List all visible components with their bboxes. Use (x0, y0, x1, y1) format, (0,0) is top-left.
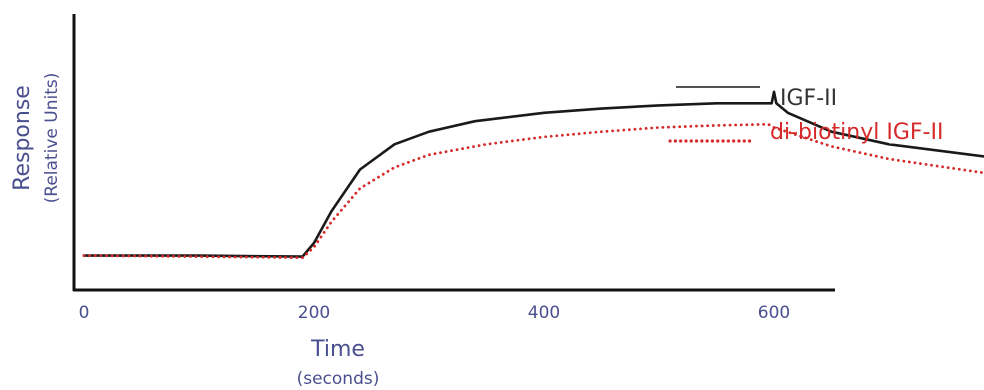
legend: IGF-II di-biotinyl IGF-II (668, 86, 943, 145)
x-tick-label: 400 (528, 303, 560, 323)
series-line-di-biotinyl-igf-ii (82, 122, 984, 260)
x-axis-title: Time (310, 337, 365, 362)
legend-label-igf-ii: IGF-II (780, 86, 837, 111)
y-axis-title: Response (10, 85, 35, 191)
x-tick-label: 200 (298, 303, 330, 323)
x-axis-unit: (seconds) (297, 369, 380, 389)
series-line-igf-ii (82, 90, 984, 258)
plot-lines (82, 90, 984, 260)
legend-label-di-biotinyl-igf-ii: di-biotinyl IGF-II (770, 120, 943, 145)
x-tick-label: 0 (79, 303, 90, 323)
x-tick-labels: 0200400600800100012001400 (79, 303, 791, 323)
x-tick-label: 600 (758, 303, 790, 323)
y-axis-unit: (Relative Units) (42, 73, 62, 204)
